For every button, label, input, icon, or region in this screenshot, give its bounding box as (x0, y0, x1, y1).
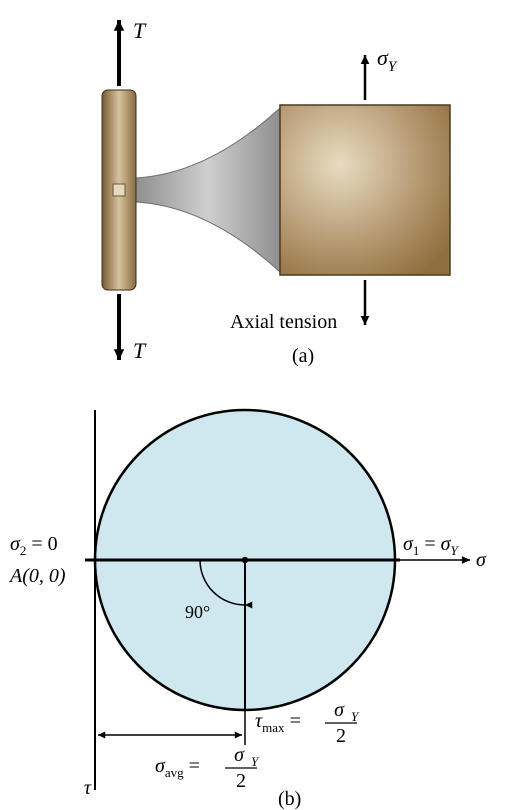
part-a: T TσY Axial tension (a) (102, 18, 450, 367)
caption-b: (b) (278, 788, 301, 810)
axis-label-tau: τ (84, 777, 92, 799)
label-sigma-avg: σavg = σY2 (155, 744, 260, 792)
label-sigmaY: σY (377, 45, 398, 75)
connector-funnel (136, 108, 280, 272)
svg-text:σ: σ (234, 744, 245, 766)
svg-text:σ: σ (334, 699, 345, 721)
label-sigma1: σ1 = σY (403, 533, 460, 558)
axis-label-sigma: σ (476, 549, 487, 571)
svg-text:τmax =: τmax = (255, 710, 301, 735)
svg-text:2: 2 (236, 770, 246, 792)
svg-text:Y: Y (251, 754, 260, 769)
caption-a: (a) (292, 345, 314, 367)
part-b: 90°σavg = σY2τmax = σY2σ2 = 0A(0, 0)σ1 =… (8, 410, 487, 810)
bar-element-square (113, 184, 125, 196)
label-axial-tension: Axial tension (230, 311, 337, 333)
label-90deg: 90° (185, 602, 210, 622)
label-sigma2: σ2 = 0 (10, 533, 58, 558)
stress-block (280, 105, 450, 275)
label-T-top: T (133, 18, 147, 43)
svg-text:2: 2 (336, 725, 346, 747)
label-A-point: A(0, 0) (8, 565, 66, 587)
svg-text:σavg =: σavg = (155, 755, 200, 780)
svg-text:Y: Y (351, 709, 360, 724)
label-T-bottom: T (133, 338, 147, 363)
